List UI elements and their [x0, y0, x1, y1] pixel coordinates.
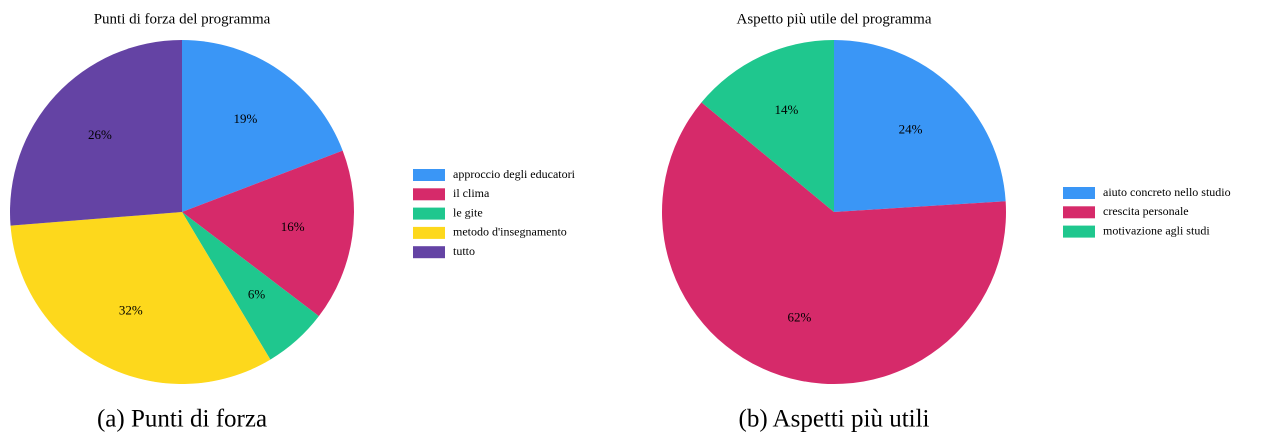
pie-slice	[182, 40, 343, 212]
slice-label: 6%	[248, 286, 266, 301]
legend-label: tutto	[453, 244, 475, 258]
legend-swatch	[413, 207, 445, 220]
slice-label: 14%	[774, 102, 798, 117]
legend-swatch	[413, 169, 445, 181]
slice-label: 62%	[788, 309, 812, 324]
legend-label: metodo d'insegnamento	[453, 225, 567, 239]
pie-slice	[834, 40, 1006, 212]
legend-label: il clima	[453, 186, 490, 200]
figure-caption: (a) Punti di forza	[97, 406, 267, 433]
pie-slice	[701, 40, 834, 212]
legend-swatch	[1063, 206, 1095, 219]
pie-slice	[662, 102, 1006, 385]
pie-slice	[182, 150, 354, 317]
legend-label: motivazione agli studi	[1103, 223, 1210, 237]
slice-label: 19%	[233, 111, 257, 126]
legend-label: le gite	[453, 205, 483, 219]
slice-label: 26%	[88, 127, 112, 142]
slice-label: 32%	[119, 302, 143, 317]
chart-title: Aspetto più utile del programma	[737, 11, 932, 27]
pie-slice	[10, 212, 271, 384]
pie-slice	[182, 212, 319, 360]
figure-caption: (b) Aspetti più utili	[739, 406, 930, 433]
slice-label: 24%	[899, 121, 923, 136]
legend-label: aiuto concreto nello studio	[1103, 185, 1231, 199]
legend-label: crescita personale	[1103, 204, 1189, 218]
legend-swatch	[413, 246, 445, 259]
legend-label: approccio degli educatori	[453, 167, 576, 181]
pie-slice	[9, 40, 182, 226]
legend-swatch	[1063, 187, 1095, 199]
legend-swatch	[413, 226, 445, 239]
legend-swatch	[1063, 225, 1095, 238]
legend-swatch	[413, 188, 445, 201]
chart-title: Punti di forza del programma	[94, 11, 271, 27]
slice-label: 16%	[281, 219, 305, 234]
